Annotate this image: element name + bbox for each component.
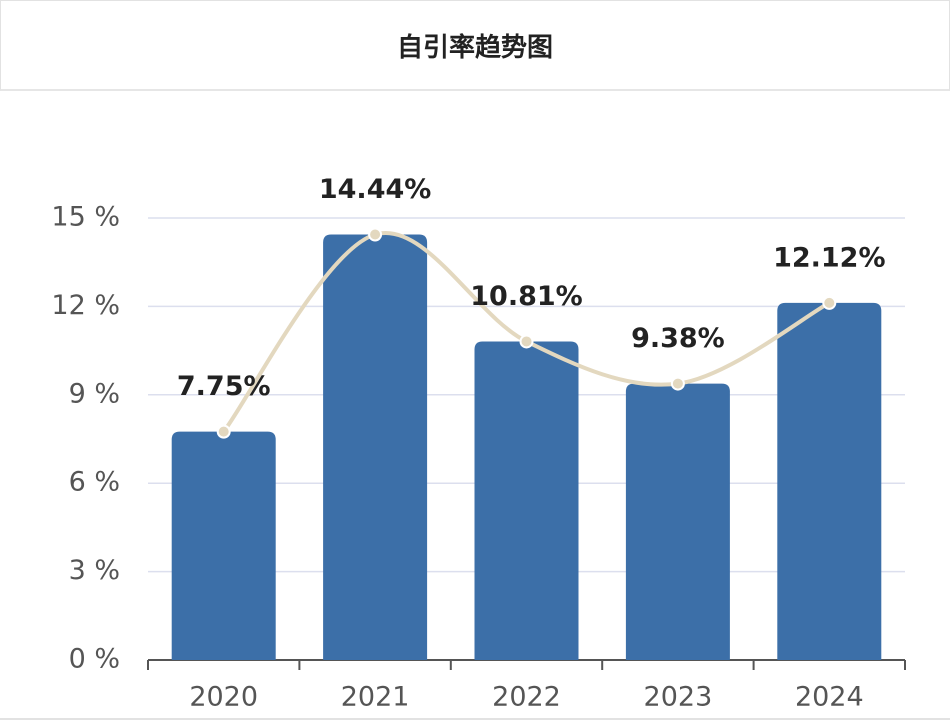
bar <box>323 234 428 660</box>
x-tick-label: 2022 <box>492 682 561 713</box>
x-tick-label: 2024 <box>795 682 864 713</box>
bar <box>474 341 579 660</box>
value-label: 14.44% <box>319 174 431 205</box>
trend-point <box>670 376 685 391</box>
x-tick-label: 2021 <box>341 682 410 713</box>
value-label: 9.38% <box>631 323 725 354</box>
trend-line <box>222 230 831 433</box>
y-tick-label: 0 % <box>69 644 120 675</box>
bar <box>625 383 730 660</box>
value-label: 7.75% <box>177 371 271 402</box>
trend-point <box>519 334 534 349</box>
trend-point <box>368 227 383 242</box>
y-tick-label: 12 % <box>51 290 120 321</box>
y-tick-label: 3 % <box>69 555 120 586</box>
value-label: 12.12% <box>773 242 885 273</box>
y-tick-label: 9 % <box>69 378 120 409</box>
y-tick-label: 6 % <box>69 467 120 498</box>
bar <box>171 431 276 660</box>
value-label: 10.81% <box>470 281 582 312</box>
bar <box>777 302 882 660</box>
trend-point <box>822 295 837 310</box>
trend-point <box>216 424 231 439</box>
x-tick-label: 2023 <box>644 682 713 713</box>
chart-title: 自引率趋势图 <box>0 0 950 91</box>
x-tick-label: 2020 <box>189 682 258 713</box>
y-tick-label: 15 % <box>51 202 120 233</box>
